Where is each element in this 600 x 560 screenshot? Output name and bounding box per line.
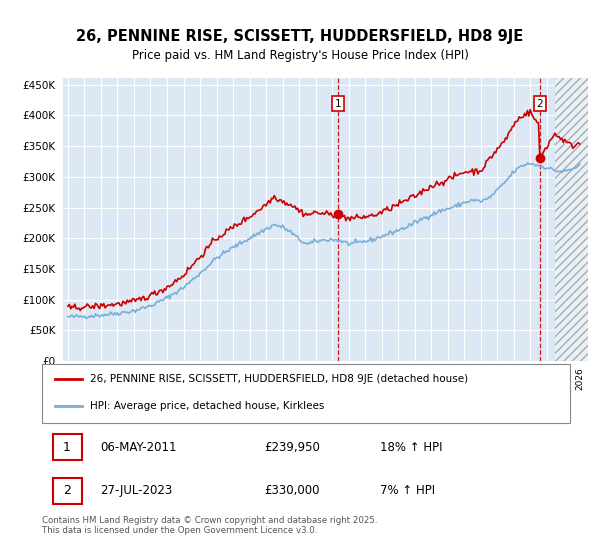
Bar [555, 78, 588, 361]
Text: 2: 2 [536, 99, 543, 109]
Text: 26, PENNINE RISE, SCISSETT, HUDDERSFIELD, HD8 9JE: 26, PENNINE RISE, SCISSETT, HUDDERSFIELD… [76, 30, 524, 44]
Text: 18% ↑ HPI: 18% ↑ HPI [380, 441, 442, 454]
FancyBboxPatch shape [42, 364, 570, 423]
Text: 1: 1 [335, 99, 341, 109]
Text: 2: 2 [63, 484, 71, 497]
Text: 26, PENNINE RISE, SCISSETT, HUDDERSFIELD, HD8 9JE (detached house): 26, PENNINE RISE, SCISSETT, HUDDERSFIELD… [89, 374, 467, 384]
FancyBboxPatch shape [53, 478, 82, 504]
Text: £330,000: £330,000 [264, 484, 319, 497]
Text: Price paid vs. HM Land Registry's House Price Index (HPI): Price paid vs. HM Land Registry's House … [131, 49, 469, 63]
Text: 1: 1 [63, 441, 71, 454]
Text: Contains HM Land Registry data © Crown copyright and database right 2025.
This d: Contains HM Land Registry data © Crown c… [42, 516, 377, 535]
Text: 7% ↑ HPI: 7% ↑ HPI [380, 484, 435, 497]
Text: 27-JUL-2023: 27-JUL-2023 [100, 484, 172, 497]
Text: 06-MAY-2011: 06-MAY-2011 [100, 441, 176, 454]
FancyBboxPatch shape [53, 435, 82, 460]
Text: HPI: Average price, detached house, Kirklees: HPI: Average price, detached house, Kirk… [89, 402, 324, 412]
Bar [555, 78, 588, 361]
Text: £239,950: £239,950 [264, 441, 320, 454]
